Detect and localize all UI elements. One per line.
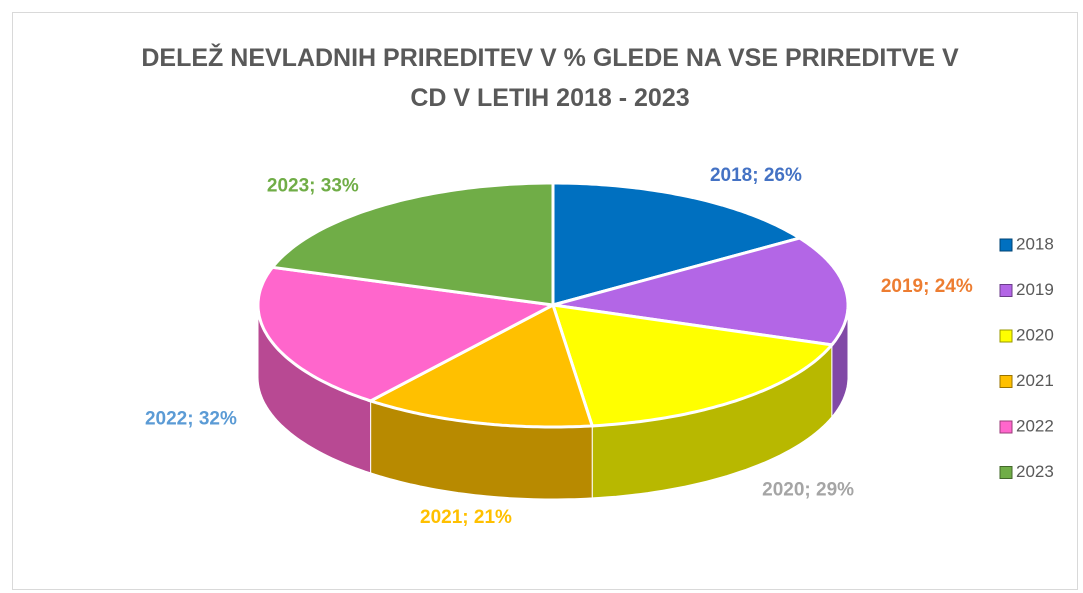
legend-label: 2022 (1016, 416, 1054, 435)
legend-label: 2018 (1016, 234, 1054, 253)
chart-title: DELEŽ NEVLADNIH PRIREDITEV V % GLEDE NA … (141, 44, 959, 112)
data-label: 2022; 32% (145, 409, 237, 430)
legend-swatch (999, 466, 1013, 479)
legend-swatch (999, 375, 1013, 388)
data-label: 2019; 24% (881, 276, 973, 297)
slice (256, 265, 558, 403)
legend-label: 2019 (1016, 280, 1054, 299)
legend-swatch (999, 238, 1013, 252)
chart-frame (12, 12, 1078, 590)
slice (550, 303, 835, 428)
slice (366, 302, 595, 429)
legend-swatch (999, 284, 1013, 297)
data-label: 2021; 21% (420, 507, 512, 528)
slice (552, 236, 850, 347)
data-label: 2023; 33% (267, 176, 359, 197)
data-label: 2020; 29% (762, 479, 854, 500)
legend-label: 2020 (1016, 325, 1054, 344)
legend-swatch (999, 329, 1013, 343)
legend-label: 2023 (1016, 462, 1054, 481)
legend-label: 2021 (1016, 371, 1054, 390)
slice (551, 181, 804, 307)
slice (269, 181, 555, 307)
legend-swatch (999, 420, 1013, 434)
data-label: 2018; 26% (710, 165, 802, 186)
